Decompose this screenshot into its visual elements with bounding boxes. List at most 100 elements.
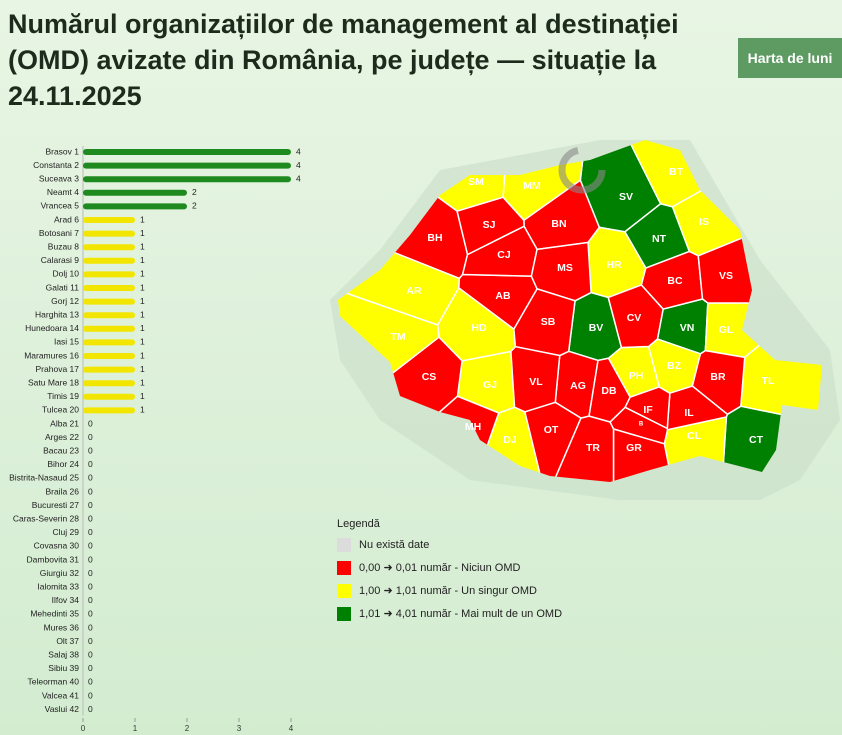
y-tick-label: Cluj 29: [53, 527, 80, 537]
value-label: 0: [88, 704, 93, 714]
county-label: AR: [406, 285, 422, 297]
legend: Legendă Nu există date 0,00 ➜ 0,01 număr -…: [337, 518, 562, 621]
y-tick-label: Sibiu 39: [48, 663, 79, 673]
bar: [83, 162, 291, 169]
x-tick-label: 1: [133, 724, 138, 733]
title: Numărul organizațiilor de management al …: [8, 6, 728, 114]
y-tick-label: Olt 37: [56, 636, 79, 646]
bar: [83, 244, 135, 251]
county: [510, 345, 561, 413]
value-label: 0: [88, 527, 93, 537]
county-label: SB: [541, 316, 556, 328]
y-tick-label: Maramures 16: [24, 350, 79, 360]
value-label: 1: [140, 241, 145, 251]
y-tick-label: Harghita 13: [35, 309, 79, 319]
y-tick-label: Brasov 1: [45, 146, 79, 156]
y-tick-label: Braila 26: [45, 486, 79, 496]
value-label: 4: [296, 173, 301, 183]
legend-swatch: [337, 561, 351, 575]
title-line: (OMD) avizate din România, pe județe — s…: [8, 45, 657, 75]
y-tick-label: Prahova 17: [36, 364, 80, 374]
county-label: BZ: [667, 360, 682, 372]
value-label: 0: [88, 513, 93, 523]
county-label: CJ: [497, 249, 511, 261]
value-label: 0: [88, 581, 93, 591]
legend-label: Nu există date: [359, 539, 429, 551]
county-label: SV: [619, 191, 633, 203]
bar: [83, 380, 135, 387]
y-tick-label: Calarasi 9: [41, 255, 80, 265]
y-tick-label: Botosani 7: [39, 228, 79, 238]
legend-swatch: [337, 538, 351, 552]
bar: [83, 217, 135, 223]
loading-spinner: [558, 146, 606, 194]
legend-label: 1,00 ➜ 1,01 număr - Un singur OMD: [359, 585, 537, 597]
county-label: MS: [557, 262, 573, 274]
county-label: GL: [719, 324, 734, 336]
county-label: VN: [680, 322, 695, 334]
county-label: CT: [749, 434, 764, 446]
y-tick-label: Covasna 30: [34, 541, 80, 551]
bar: [83, 298, 135, 305]
map-button[interactable]: Harta de luni: [738, 38, 842, 78]
title-line: Numărul organizațiilor de management al …: [8, 9, 679, 39]
value-label: 0: [88, 500, 93, 510]
county-label: BR: [710, 371, 726, 383]
value-label: 0: [88, 486, 93, 496]
county-label: TL: [762, 375, 775, 387]
value-label: 0: [88, 473, 93, 483]
value-label: 1: [140, 337, 145, 347]
y-tick-label: Neamt 4: [47, 187, 79, 197]
county: [624, 386, 671, 430]
value-label: 0: [88, 622, 93, 632]
county-label: PH: [629, 370, 644, 382]
county-label: IL: [684, 407, 694, 419]
county-label: BC: [667, 275, 683, 287]
value-label: 2: [192, 201, 197, 211]
county-label: HD: [471, 322, 487, 334]
bar: [83, 257, 135, 264]
county-label: CV: [627, 312, 642, 324]
y-tick-label: Satu Mare 18: [28, 377, 79, 387]
value-label: 0: [88, 690, 93, 700]
bar: [83, 203, 187, 210]
county-label: SJ: [483, 219, 496, 231]
y-tick-label: Dolj 10: [53, 269, 80, 279]
y-tick-label: Bistrita-Nasaud 25: [9, 473, 79, 483]
y-tick-label: Dambovita 31: [27, 554, 80, 564]
legend-label: 0,00 ➜ 0,01 număr - Niciun OMD: [359, 562, 521, 574]
y-tick-label: Vaslui 42: [45, 704, 80, 714]
value-label: 0: [88, 445, 93, 455]
county-label: DJ: [503, 434, 517, 446]
y-tick-label: Ialomita 33: [37, 581, 79, 591]
y-tick-label: Bihor 24: [47, 459, 79, 469]
value-label: 1: [140, 364, 145, 374]
bar: [83, 407, 135, 414]
legend-label: 1,01 ➜ 4,01 număr - Mai mult de un OMD: [359, 608, 562, 620]
x-tick-label: 3: [237, 724, 242, 733]
y-tick-label: Vrancea 5: [41, 201, 80, 211]
county-label: BV: [589, 322, 604, 334]
value-label: 0: [88, 649, 93, 659]
county: [456, 196, 525, 256]
y-tick-label: Iasi 15: [54, 337, 79, 347]
value-label: 1: [140, 309, 145, 319]
legend-title: Legendă: [337, 518, 381, 530]
y-tick-label: Alba 21: [50, 418, 79, 428]
y-tick-label: Caras-Severin 28: [13, 513, 79, 523]
y-tick-label: Constanta 2: [33, 160, 79, 170]
bar: [83, 353, 135, 359]
value-label: 1: [140, 323, 145, 333]
county-label: BH: [427, 232, 442, 244]
county-label: BT: [669, 166, 684, 178]
y-tick-label: Mehedinti 35: [30, 609, 79, 619]
county-label: NT: [652, 233, 667, 245]
county-label: B: [639, 422, 644, 428]
county-label: HR: [606, 259, 622, 271]
y-tick-label: Buzau 8: [48, 241, 79, 251]
value-label: 0: [88, 568, 93, 578]
value-label: 1: [140, 228, 145, 238]
bar: [83, 339, 135, 346]
